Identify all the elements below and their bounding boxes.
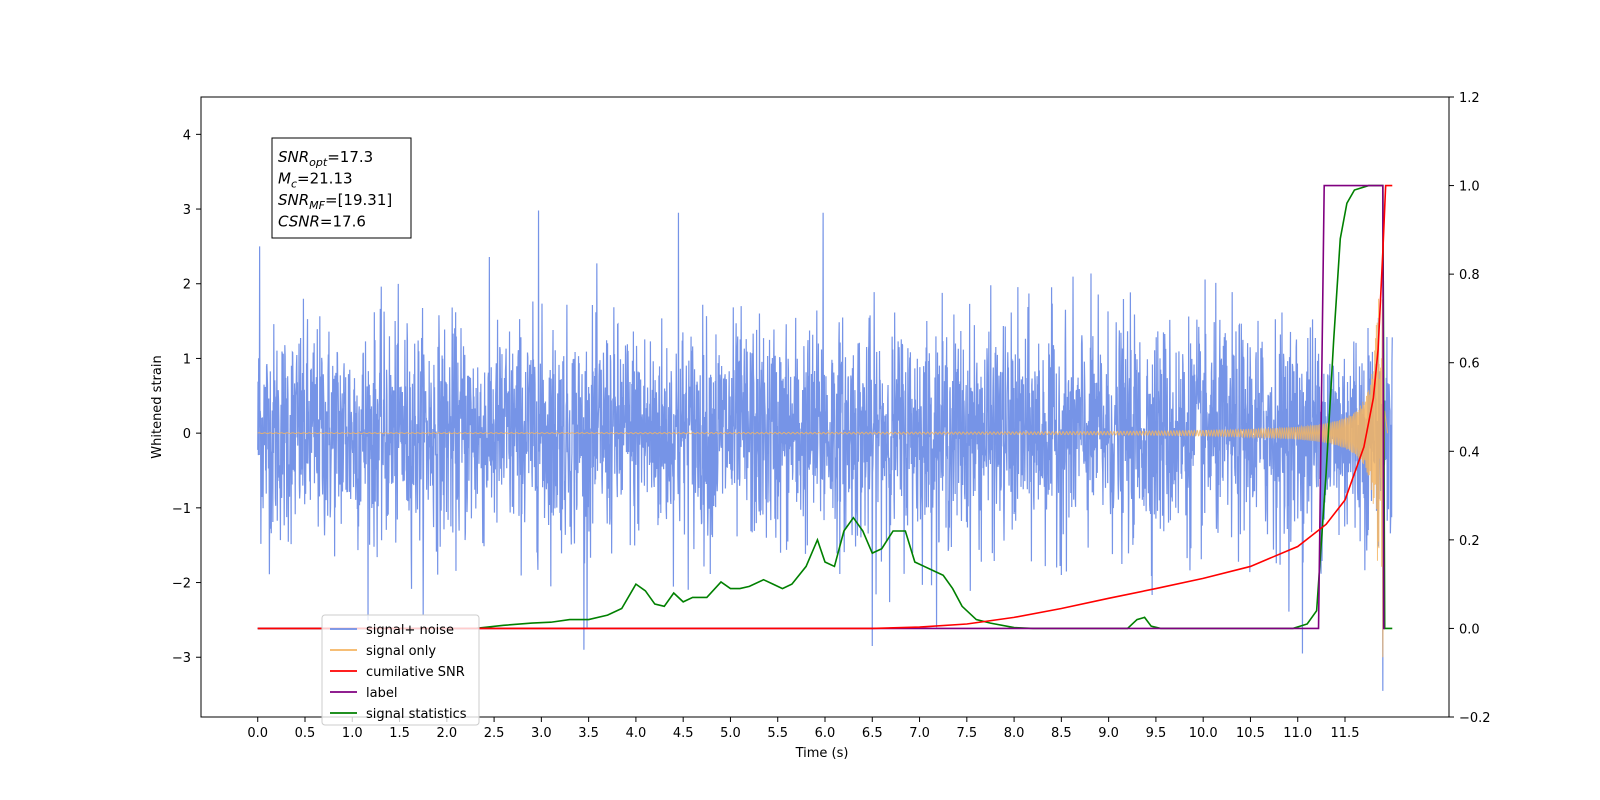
y-right-tick-label: −0.2 (1459, 711, 1491, 726)
x-tick-label: 1.0 (342, 726, 363, 741)
annotation-line: Mc=21.13 (278, 170, 353, 191)
legend: signal+ noise signal only cumilative SNR la… (321, 614, 480, 726)
x-tick-label: 2.0 (436, 726, 457, 741)
annotation-box: SNRopt=17.3Mc=21.13SNRMF=[19.31]CSNR=17.… (271, 137, 412, 239)
x-tick-label: 10.0 (1189, 726, 1218, 741)
x-tick-label: 11.5 (1331, 726, 1360, 741)
legend-label: cumilative SNR (366, 665, 465, 680)
x-axis-label: Time (s) (795, 746, 849, 761)
legend-label: signal only (366, 644, 436, 659)
y-axis-left: −3 −2 −1 0 1 2 3 4 (172, 128, 201, 666)
y-right-tick-label: 0.2 (1459, 534, 1480, 549)
series-label-line (257, 184, 1385, 630)
series-signal-only-line (257, 298, 1389, 658)
x-tick-label: 9.0 (1098, 726, 1119, 741)
annotation-line: SNRopt=17.3 (278, 148, 373, 169)
annotation-frame (271, 137, 412, 239)
y-right-tick-label: 0.6 (1459, 357, 1480, 372)
x-tick-label: 1.5 (389, 726, 410, 741)
y-axis-right: −0.2 0.0 0.2 0.4 0.6 0.8 1.0 1.2 (1449, 91, 1491, 726)
x-tick-label: 4.0 (626, 726, 647, 741)
x-tick-label: 8.5 (1051, 726, 1072, 741)
x-tick-label: 8.0 (1004, 726, 1025, 741)
series-layer (257, 184, 1393, 691)
x-tick-label: 7.0 (909, 726, 930, 741)
legend-frame (321, 614, 480, 726)
y-left-tick-label: 2 (183, 278, 191, 293)
y-right-tick-label: 0.8 (1459, 268, 1480, 283)
x-tick-label: 5.0 (720, 726, 741, 741)
y-left-tick-label: −3 (172, 651, 191, 666)
y-left-tick-label: 4 (183, 128, 191, 143)
y-right-tick-label: 1.0 (1459, 180, 1480, 195)
y-left-tick-label: −2 (172, 577, 191, 592)
y-right-tick-label: 0.0 (1459, 622, 1480, 637)
y-right-tick-label: 1.2 (1459, 91, 1480, 106)
x-tick-label: 10.5 (1236, 726, 1265, 741)
annotation-line: CSNR=17.6 (278, 213, 366, 231)
legend-label: signal+ noise (366, 623, 454, 638)
x-tick-label: 3.0 (531, 726, 552, 741)
series-signal-statistics-line (257, 184, 1393, 630)
y-right-tick-label: 0.4 (1459, 445, 1480, 460)
legend-label: label (366, 686, 397, 701)
y-left-tick-label: 3 (183, 203, 191, 218)
y-axis-label: Whitened strain (150, 355, 165, 458)
x-tick-label: 6.0 (815, 726, 836, 741)
y-left-tick-label: 1 (183, 352, 191, 367)
x-tick-label: 6.5 (862, 726, 883, 741)
series-cumulative-snr-line (257, 184, 1393, 630)
legend-label: signal statistics (366, 707, 467, 722)
x-tick-label: 0.0 (247, 726, 268, 741)
x-tick-label: 4.5 (673, 726, 694, 741)
x-tick-label: 11.0 (1283, 726, 1312, 741)
y-left-tick-label: −1 (172, 502, 191, 517)
x-tick-label: 9.5 (1146, 726, 1167, 741)
x-tick-label: 3.5 (578, 726, 599, 741)
annotation-line: SNRMF=[19.31] (278, 191, 392, 212)
x-tick-label: 2.5 (484, 726, 505, 741)
y-left-tick-label: 0 (183, 427, 191, 442)
x-axis: 0.0 0.5 1.0 1.5 2.0 2.5 3.0 3.5 4.0 4.5 5.0 5.5 6.0 6… (247, 717, 1359, 741)
x-tick-label: 5.5 (767, 726, 788, 741)
x-tick-label: 0.5 (295, 726, 316, 741)
series-signal-noise-line (257, 210, 1393, 691)
x-tick-label: 7.5 (956, 726, 977, 741)
